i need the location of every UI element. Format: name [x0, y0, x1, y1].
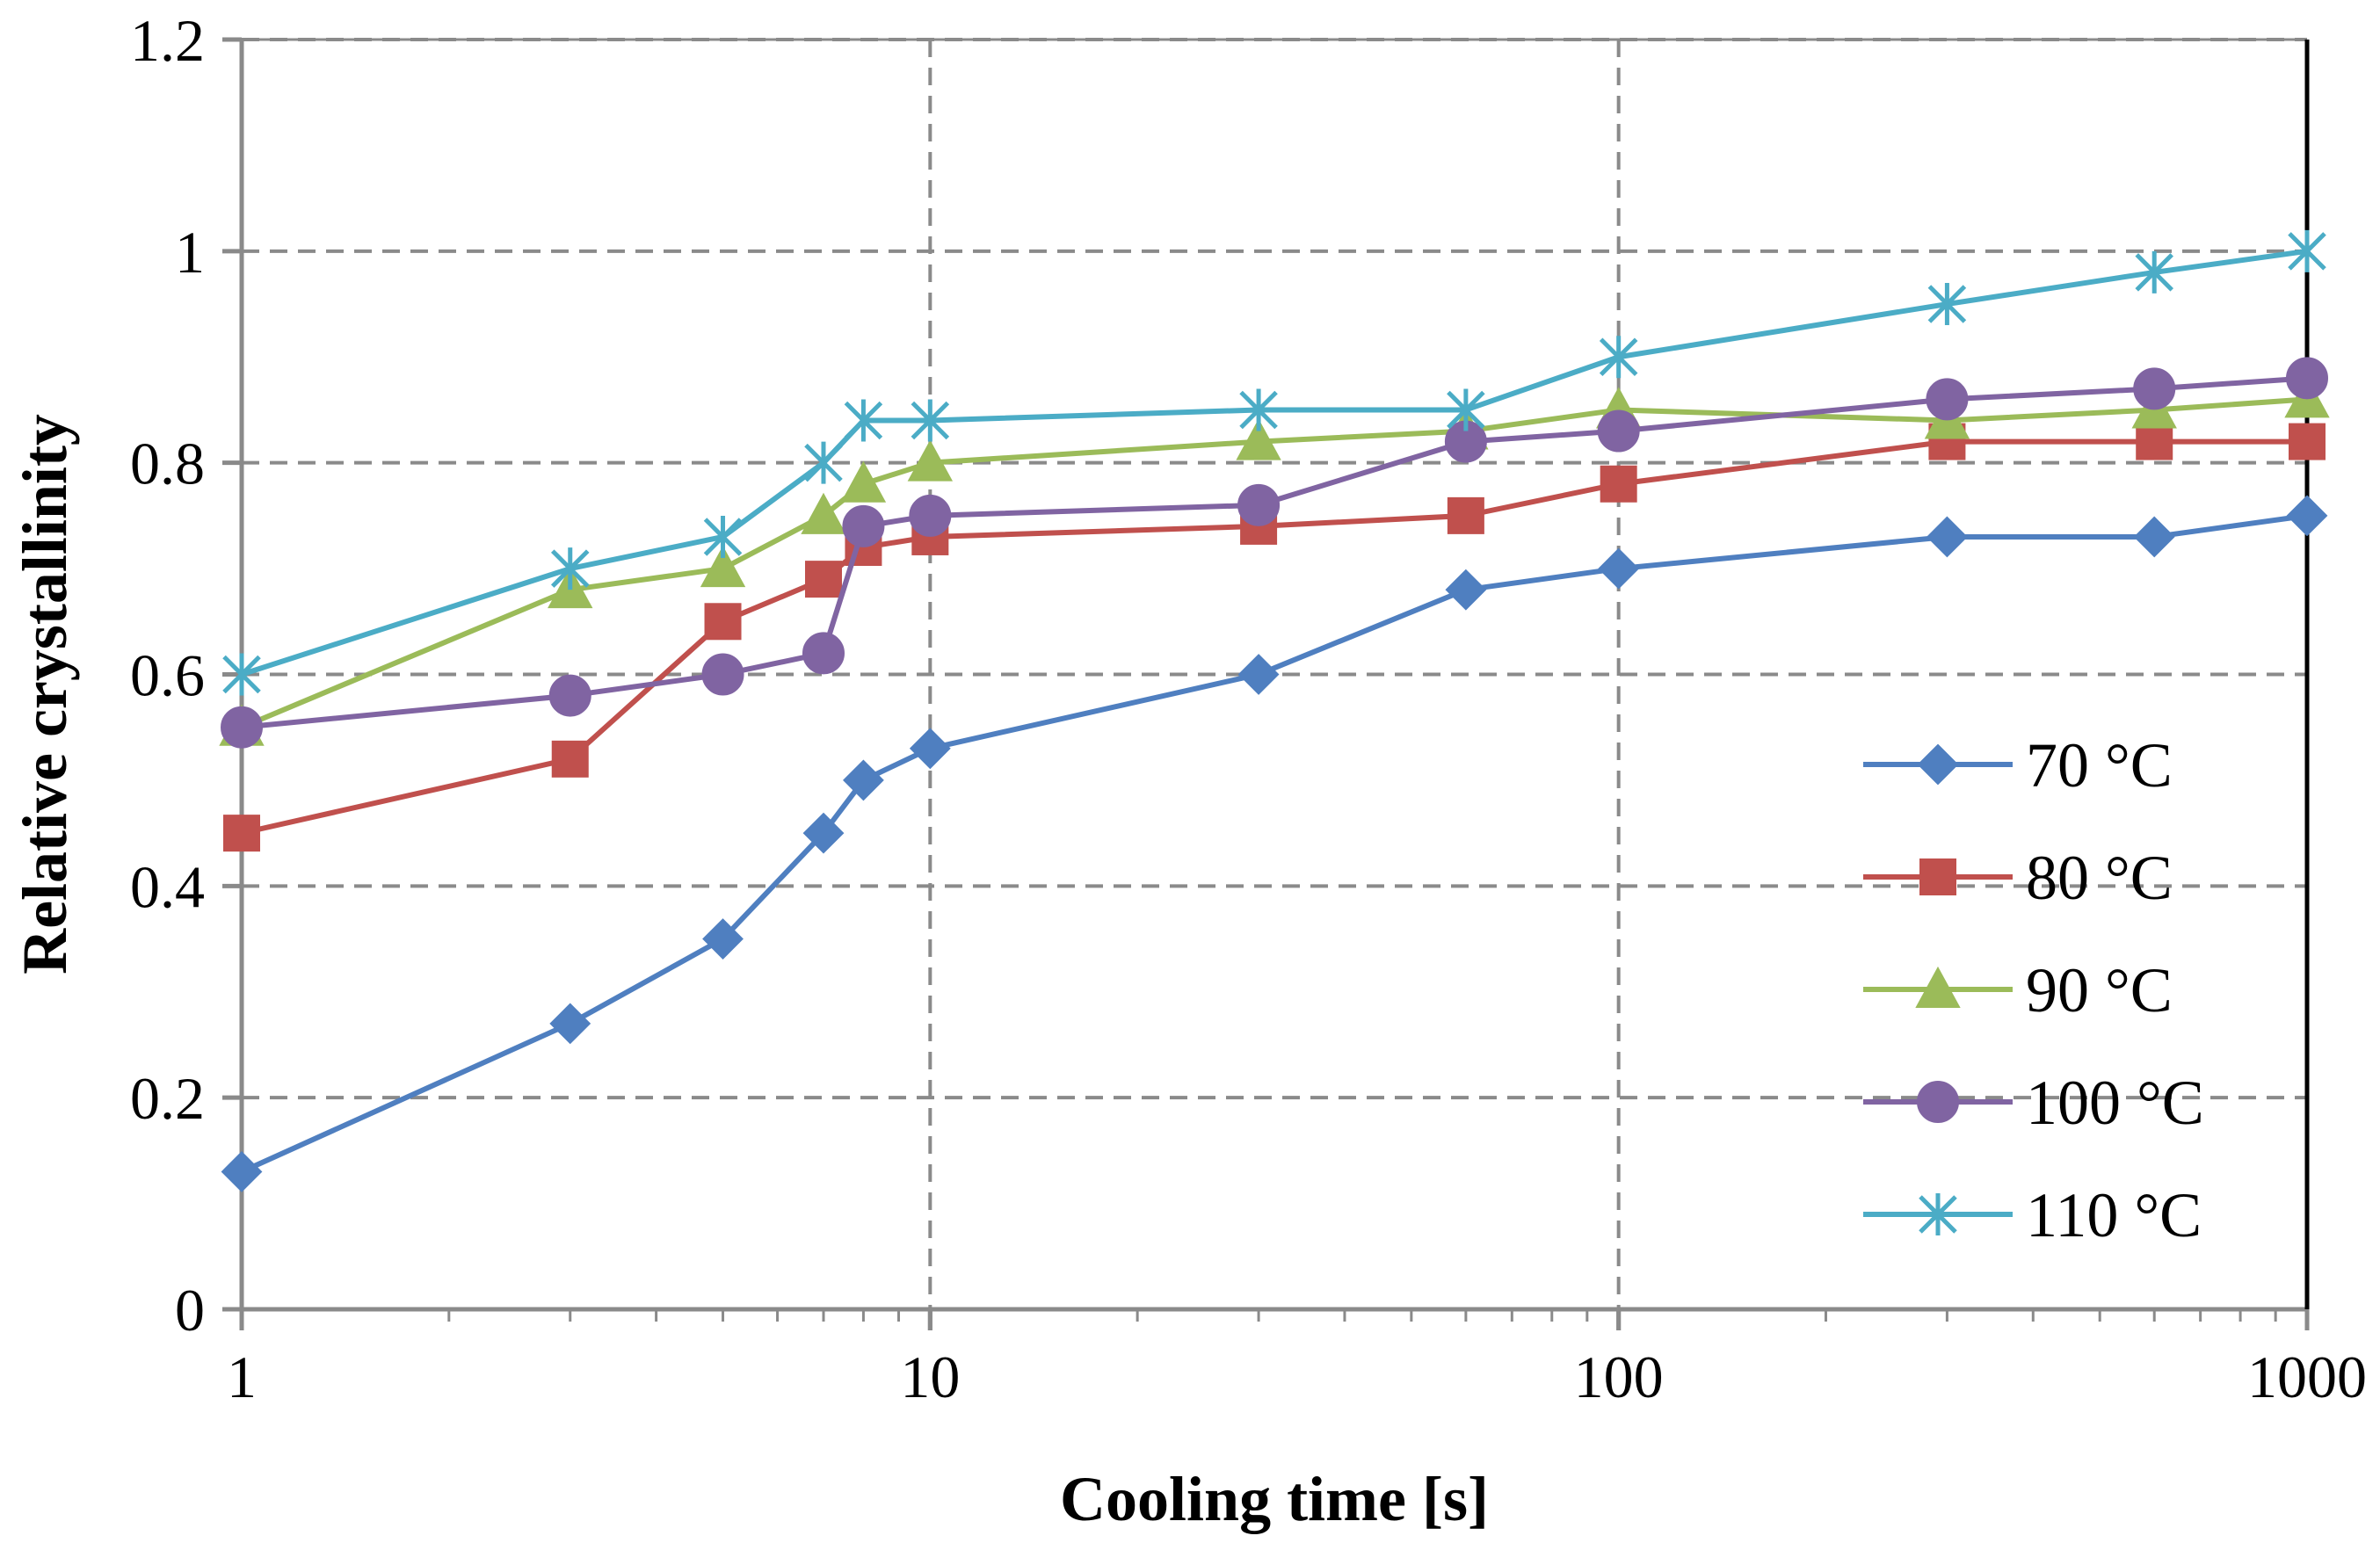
legend-label: 110 °C [2026, 1180, 2202, 1250]
data-point [221, 1151, 263, 1192]
data-point [842, 504, 885, 547]
data-point [550, 547, 590, 590]
y-tick-label: 1 [175, 219, 205, 286]
data-point [2133, 367, 2176, 410]
y-tick-label: 0 [175, 1277, 205, 1344]
data-point [2289, 423, 2326, 460]
series-line [240, 396, 2308, 730]
y-tick-label: 1.2 [130, 7, 205, 74]
y-tick-label: 0.2 [130, 1065, 205, 1132]
legend: 70 °C 80 °C 90 °C 100 °C 110 °C [1863, 730, 2204, 1250]
y-tick-label: 0.4 [130, 853, 205, 920]
data-point [909, 728, 951, 770]
series-2 [219, 376, 2330, 746]
data-point [703, 515, 743, 558]
data-point [1597, 409, 1640, 453]
legend-marker [1917, 743, 1959, 786]
legend-entry: 70 °C [1863, 730, 2173, 800]
data-point [1447, 388, 1485, 431]
data-point [1237, 483, 1281, 526]
data-point [911, 399, 950, 442]
data-point [1447, 496, 1484, 534]
data-point [909, 494, 952, 537]
data-point [1445, 569, 1487, 611]
data-point [701, 653, 744, 696]
data-point [700, 545, 746, 588]
data-point [802, 812, 845, 854]
data-point [840, 460, 887, 503]
data-point [549, 1003, 591, 1045]
data-point [1926, 516, 1968, 558]
data-point [702, 918, 744, 960]
legend-entry: 80 °C [1863, 843, 2173, 913]
data-point [1599, 336, 1638, 379]
legend-entry: 110 °C [1863, 1180, 2202, 1250]
series-line [241, 375, 2308, 730]
legend-entry: 100 °C [1863, 1068, 2204, 1138]
series-0 [221, 495, 2328, 1192]
data-point [2288, 229, 2326, 272]
data-point [907, 439, 954, 482]
legend-marker [1919, 858, 1956, 895]
data-point [843, 759, 884, 801]
x-tick-label: 1000 [2247, 1344, 2367, 1410]
data-point [1236, 418, 1281, 460]
data-point [2133, 516, 2175, 558]
series-1 [223, 423, 2326, 852]
series-line [240, 512, 2308, 1175]
series-3 [221, 357, 2328, 749]
data-point [222, 653, 261, 696]
legend-marker [1915, 966, 1961, 1008]
data-point [802, 632, 845, 675]
legend-marker [1917, 1081, 1959, 1123]
y-axis-title: Relative crystallinity [10, 414, 80, 974]
y-tick-label: 0.6 [130, 642, 205, 709]
data-point [804, 561, 842, 598]
x-tick-label: 10 [900, 1344, 960, 1410]
data-point [1239, 388, 1278, 431]
y-tick-label: 0.8 [130, 431, 205, 497]
data-point [804, 441, 843, 484]
legend-label: 70 °C [2026, 730, 2173, 800]
data-point [704, 603, 742, 641]
series-group [219, 229, 2330, 1192]
legend-marker [1919, 1193, 1957, 1235]
data-point [221, 706, 263, 749]
data-point [2136, 423, 2173, 460]
legend-label: 80 °C [2026, 843, 2173, 913]
data-point [2286, 357, 2328, 400]
data-point [801, 492, 846, 534]
x-axis-title: Cooling time [s] [1060, 1464, 1489, 1534]
data-point [844, 399, 883, 442]
series-line [241, 438, 2307, 837]
data-point [223, 815, 260, 852]
data-point [1598, 547, 1640, 590]
legend-label: 90 °C [2026, 955, 2173, 1025]
tick-labels: 0 0.2 0.4 0.6 0.8 1 1.2 1 10 100 1000 [130, 7, 2367, 1410]
data-point [548, 674, 591, 717]
data-point [1600, 465, 1637, 503]
data-point [551, 740, 589, 778]
series-4 [222, 229, 2326, 696]
legend-entry: 90 °C [1863, 955, 2173, 1025]
legend-label: 100 °C [2026, 1068, 2204, 1138]
data-point [1237, 654, 1280, 695]
data-point [1926, 378, 1969, 421]
data-point [1927, 283, 1967, 326]
x-tick-label: 100 [1574, 1344, 1664, 1410]
data-point [2286, 495, 2328, 537]
x-tick-label: 1 [227, 1344, 257, 1410]
series-line [241, 248, 2308, 677]
data-point [2135, 250, 2173, 293]
